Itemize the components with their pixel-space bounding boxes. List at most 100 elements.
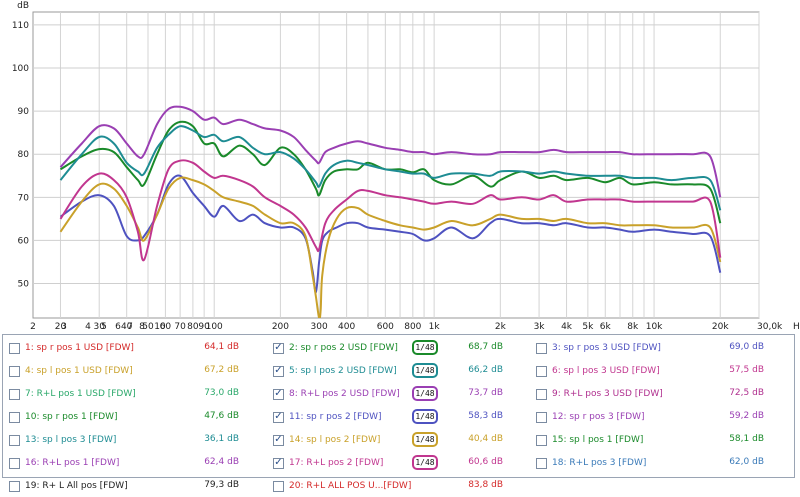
series-line-2 xyxy=(59,120,722,224)
measurement-label: 1: sp r pos 1 USD [FDW] xyxy=(25,343,134,353)
x-tick-label: 200 xyxy=(272,322,289,332)
measurement-label: 14: sp l pos 2 [FDW] xyxy=(289,435,381,445)
legend-item: 18: R+L pos 3 [FDW] xyxy=(536,452,646,474)
x-tick-label: 70 xyxy=(174,322,186,332)
measurement-legend: 1: sp r pos 1 USD [FDW] 64,1 dB ✓ 2: sp r p… xyxy=(2,334,795,492)
x-tick-label: 1k xyxy=(429,322,441,332)
measurement-checkbox[interactable] xyxy=(9,411,20,423)
legend-item: ✓ 17: R+L pos 2 [FDW] xyxy=(273,452,383,474)
measurement-checkbox[interactable] xyxy=(9,480,20,492)
series-line-17 xyxy=(59,159,722,262)
measurement-checkbox[interactable]: ✓ xyxy=(273,411,284,423)
measurement-value: 59,2 dB xyxy=(729,411,764,421)
x-tick-label: 5 xyxy=(101,322,107,332)
x-tick-label: 5k xyxy=(582,322,594,332)
x-axis-label: Hz xyxy=(793,322,800,332)
measurement-checkbox[interactable]: ✓ xyxy=(273,342,284,354)
legend-item: 6: sp l pos 3 USD [FDW] xyxy=(536,360,660,382)
x-tick-label: 7 xyxy=(127,322,133,332)
measurement-checkbox[interactable] xyxy=(536,411,547,423)
x-tick-label: 4 xyxy=(85,322,91,332)
x-tick-label: 40 xyxy=(121,322,133,332)
measurement-checkbox[interactable] xyxy=(536,457,547,469)
y-tick-label: 50 xyxy=(18,280,30,290)
measurement-label: 8: R+L pos 2 USD [FDW] xyxy=(289,389,400,399)
measurement-value: 40,4 dB xyxy=(468,434,503,444)
measurement-checkbox[interactable] xyxy=(273,480,284,492)
measurement-value: 62,0 dB xyxy=(729,457,764,467)
legend-row: 16: R+L pos 1 [FDW] 62,4 dB ✓ 17: R+L pos 2… xyxy=(3,452,794,474)
x-tick-label: 3k xyxy=(534,322,546,332)
legend-item: 1: sp r pos 1 USD [FDW] xyxy=(9,337,134,359)
measurement-value: 47,6 dB xyxy=(204,411,239,421)
measurement-label: 16: R+L pos 1 [FDW] xyxy=(25,458,120,468)
series-line-14 xyxy=(59,176,722,318)
legend-item: ✓ 14: sp l pos 2 [FDW] xyxy=(273,429,380,451)
series-line-8 xyxy=(59,105,722,198)
measurement-value: 67,2 dB xyxy=(204,365,239,375)
measurement-checkbox[interactable] xyxy=(536,388,547,400)
measurement-label: 5: sp l pos 2 USD [FDW] xyxy=(289,366,397,376)
x-tick-label: 90 xyxy=(198,322,210,332)
measurement-checkbox[interactable]: ✓ xyxy=(273,388,284,400)
legend-item: 7: R+L pos 1 USD [FDW] xyxy=(9,383,136,405)
y-tick-label: 90 xyxy=(18,107,30,117)
smoothing-button[interactable]: 1/48 xyxy=(412,386,438,401)
measurement-checkbox[interactable]: ✓ xyxy=(273,434,284,446)
x-tick-label: 400 xyxy=(338,322,355,332)
measurement-label: 20: R+L ALL POS U...[FDW] xyxy=(289,481,412,491)
measurement-checkbox[interactable] xyxy=(536,342,547,354)
smoothing-button[interactable]: 1/48 xyxy=(412,409,438,424)
x-tick-label: 2k xyxy=(495,322,507,332)
measurement-value: 58,1 dB xyxy=(729,434,764,444)
legend-item: 10: sp r pos 1 [FDW] xyxy=(9,406,118,428)
legend-row: 7: R+L pos 1 USD [FDW] 73,0 dB ✓ 8: R+L pos… xyxy=(3,383,794,405)
legend-row: 4: sp l pos 1 USD [FDW] 67,2 dB ✓ 5: sp l p… xyxy=(3,360,794,382)
measurement-label: 10: sp r pos 1 [FDW] xyxy=(25,412,118,422)
measurement-label: 19: R+ L All pos [FDW] xyxy=(25,481,128,491)
measurement-value: 73,7 dB xyxy=(468,388,503,398)
x-tick-label: 80 xyxy=(187,322,199,332)
legend-item: ✓ 5: sp l pos 2 USD [FDW] xyxy=(273,360,397,382)
measurement-label: 7: R+L pos 1 USD [FDW] xyxy=(25,389,136,399)
measurement-label: 13: sp l pos 3 [FDW] xyxy=(25,435,117,445)
x-tick-label: 10 xyxy=(154,322,166,332)
measurement-checkbox[interactable] xyxy=(9,457,20,469)
measurement-label: 12: sp r pos 3 [FDW] xyxy=(552,412,645,422)
x-tick-label: 20k xyxy=(712,322,729,332)
legend-item: 19: R+ L All pos [FDW] xyxy=(9,475,128,497)
y-axis-label: dB xyxy=(17,1,29,11)
smoothing-button[interactable]: 1/48 xyxy=(412,432,438,447)
measurement-checkbox[interactable]: ✓ xyxy=(273,365,284,377)
smoothing-button[interactable]: 1/48 xyxy=(412,455,438,470)
legend-item: 16: R+L pos 1 [FDW] xyxy=(9,452,119,474)
measurement-checkbox[interactable]: ✓ xyxy=(273,457,284,469)
x-tick-label: 6k xyxy=(600,322,612,332)
measurement-label: 6: sp l pos 3 USD [FDW] xyxy=(552,366,660,376)
measurement-checkbox[interactable] xyxy=(536,434,547,446)
series-line-11 xyxy=(59,174,722,294)
x-tick-label: 600 xyxy=(377,322,394,332)
x-tick-label: 10k xyxy=(646,322,663,332)
x-tick-label: 3 xyxy=(61,322,67,332)
measurement-value: 57,5 dB xyxy=(729,365,764,375)
measurement-checkbox[interactable] xyxy=(536,365,547,377)
smoothing-button[interactable]: 1/48 xyxy=(412,363,438,378)
measurement-value: 72,5 dB xyxy=(729,388,764,398)
measurement-label: 15: sp l pos 1 [FDW] xyxy=(552,435,644,445)
x-tick-label: 8k xyxy=(627,322,639,332)
x-tick-label: 20 xyxy=(55,322,67,332)
measurement-checkbox[interactable] xyxy=(9,434,20,446)
x-tick-label: 300 xyxy=(311,322,328,332)
legend-item: 15: sp l pos 1 [FDW] xyxy=(536,429,643,451)
y-tick-label: 70 xyxy=(18,193,30,203)
measurement-checkbox[interactable] xyxy=(9,365,20,377)
x-tick-label: 8 xyxy=(139,322,145,332)
measurement-value: 66,2 dB xyxy=(468,365,503,375)
x-tick-label: 100 xyxy=(206,322,223,332)
measurement-checkbox[interactable] xyxy=(9,388,20,400)
smoothing-button[interactable]: 1/48 xyxy=(412,340,438,355)
measurement-value: 69,0 dB xyxy=(729,342,764,352)
legend-item: 4: sp l pos 1 USD [FDW] xyxy=(9,360,133,382)
measurement-checkbox[interactable] xyxy=(9,342,20,354)
